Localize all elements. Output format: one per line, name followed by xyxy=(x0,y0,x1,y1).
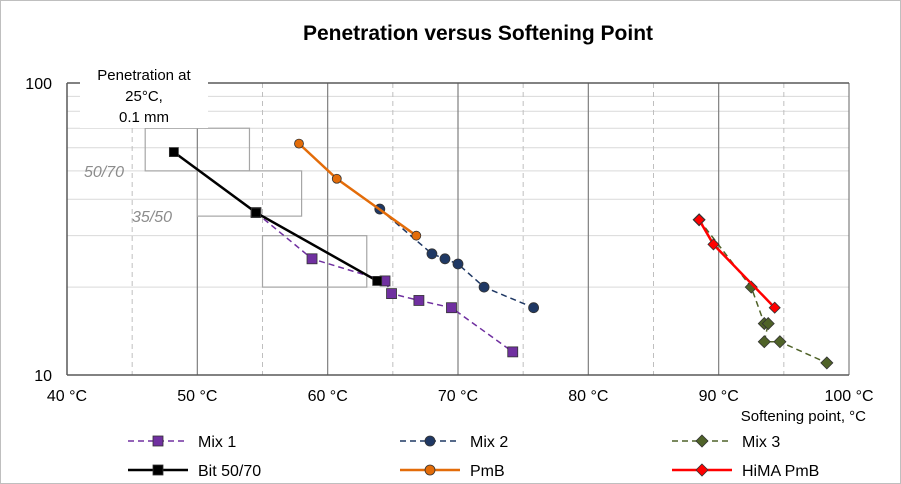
x-tick-label: 80 °C xyxy=(568,388,608,405)
data-point-mix-2 xyxy=(528,302,539,314)
data-point-mix-1 xyxy=(446,302,457,314)
series-line-mix-2 xyxy=(379,208,534,309)
data-point-hima-pmb xyxy=(707,238,720,251)
x-axis-title-background xyxy=(705,405,870,427)
grade-region-box xyxy=(261,235,368,288)
data-point-mix-3 xyxy=(757,335,771,349)
data-point-mix-1 xyxy=(507,346,519,358)
legend-label-mix-2: Mix 2 xyxy=(470,434,508,451)
legend-marker-bit-50-70 xyxy=(152,464,164,476)
x-tick-label: 90 °C xyxy=(699,388,739,405)
data-point-mix-1 xyxy=(386,288,397,300)
chart-title: Penetration versus Softening Point xyxy=(303,22,653,45)
y-tick-label: 10 xyxy=(34,368,52,385)
grade-region-label: 35/50 xyxy=(132,209,172,226)
data-point-mix-1 xyxy=(306,253,318,265)
y-axis-title-line: 0.1 mm xyxy=(119,109,169,126)
data-point-pmb xyxy=(411,230,422,241)
data-point-mix-2 xyxy=(452,258,464,270)
data-point-mix-3 xyxy=(820,356,834,370)
legend-label-pmb: PmB xyxy=(470,463,505,480)
data-point-pmb xyxy=(331,173,342,184)
y-axis-title-line: 25°C, xyxy=(125,88,163,105)
y-axis-title-background xyxy=(80,64,208,128)
y-axis-title-line: Penetration at xyxy=(97,67,191,84)
data-point-bit-50-70 xyxy=(168,147,179,157)
grade-region-box xyxy=(196,170,303,217)
legend-label-mix-1: Mix 1 xyxy=(198,434,236,451)
y-tick-label: 100 xyxy=(25,76,52,93)
grade-region-label: 50/70 xyxy=(84,164,124,181)
data-point-bit-50-70 xyxy=(372,276,383,286)
x-tick-label: 50 °C xyxy=(177,388,217,405)
x-axis-title: Softening point, °C xyxy=(741,408,866,425)
data-point-mix-2 xyxy=(426,248,438,260)
x-tick-label: 40 °C xyxy=(47,388,87,405)
data-point-pmb xyxy=(294,138,304,149)
data-point-mix-3 xyxy=(773,335,787,349)
legend-label-hima-pmb: HiMA PmB xyxy=(742,463,819,480)
legend-marker-pmb xyxy=(424,464,436,476)
x-tick-label: 100 °C xyxy=(824,388,873,405)
legend-label-mix-3: Mix 3 xyxy=(742,434,780,451)
legend-marker-mix-2 xyxy=(424,435,436,447)
data-point-mix-1 xyxy=(413,295,425,306)
x-tick-label: 60 °C xyxy=(308,388,348,405)
x-tick-label: 70 °C xyxy=(438,388,478,405)
data-point-mix-3 xyxy=(744,280,758,294)
data-point-hima-pmb xyxy=(768,301,781,314)
data-point-bit-50-70 xyxy=(251,207,261,218)
legend-marker-mix-3 xyxy=(695,434,709,448)
data-point-mix-2 xyxy=(478,281,490,293)
legend-marker-mix-1 xyxy=(152,435,164,447)
legend-marker-hima-pmb xyxy=(695,463,709,477)
data-point-mix-3 xyxy=(761,317,775,331)
data-point-mix-2 xyxy=(439,253,451,265)
data-point-hima-pmb xyxy=(693,213,706,226)
legend-label-bit-50-70: Bit 50/70 xyxy=(198,463,261,480)
